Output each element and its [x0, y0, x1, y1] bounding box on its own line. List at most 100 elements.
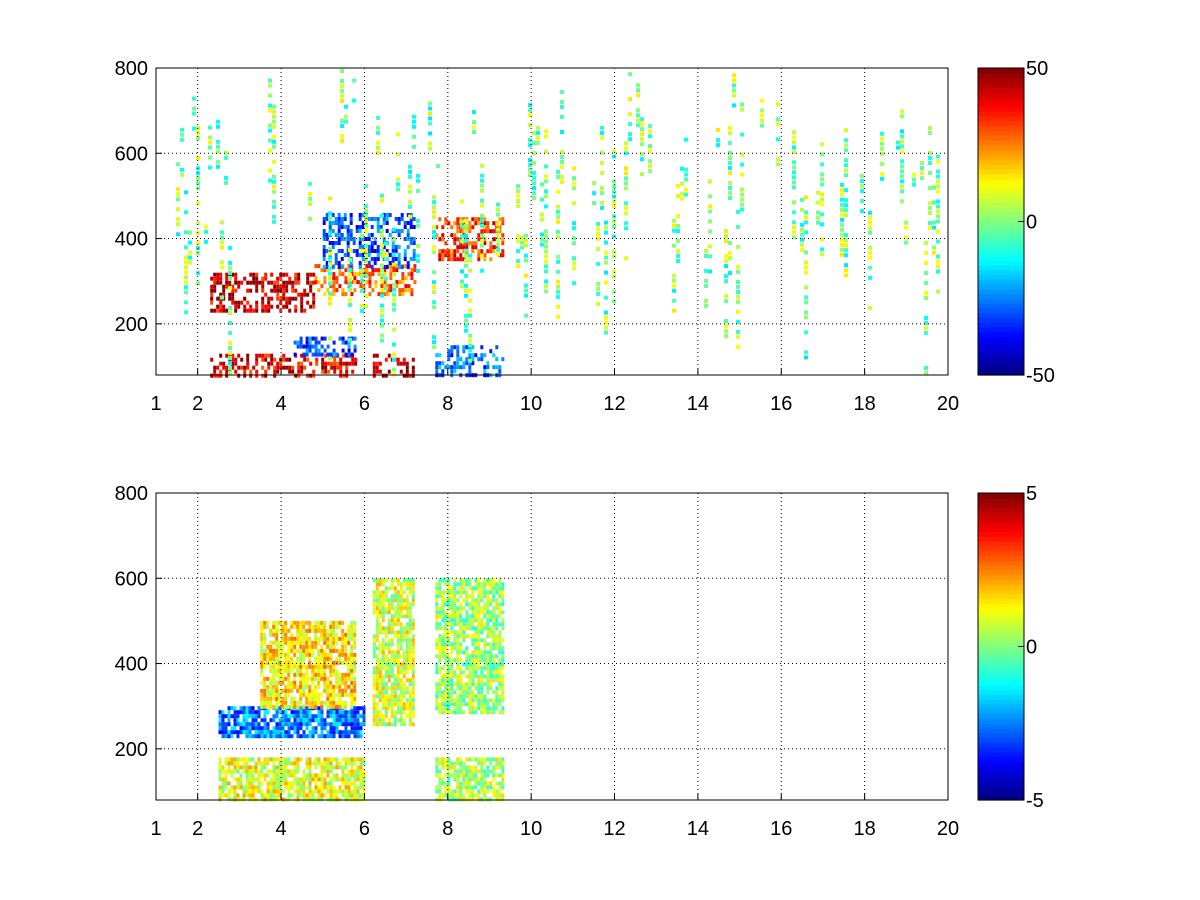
heatmap-cell — [227, 793, 231, 798]
heatmap-cell — [450, 797, 454, 802]
heatmap-cell — [381, 694, 385, 699]
heatmap-cell — [453, 614, 457, 619]
heatmap-cell — [468, 225, 472, 230]
heatmap-cell — [317, 684, 321, 689]
heatmap-cell — [269, 632, 273, 637]
heatmap-cell — [495, 765, 499, 770]
heatmap-cell — [269, 777, 273, 782]
heatmap-cell — [302, 773, 306, 778]
heatmap-cell — [447, 793, 451, 798]
heatmap-cell — [284, 797, 288, 802]
heatmap-cell — [375, 582, 379, 587]
heatmap-cell — [332, 710, 336, 715]
heatmap-cell — [392, 268, 396, 273]
heatmap-cell — [820, 197, 824, 202]
heatmap-cell — [397, 253, 401, 257]
heatmap-cell — [495, 793, 499, 798]
heatmap-cell — [501, 618, 505, 623]
heatmap-cell — [447, 769, 451, 774]
heatmap-cell — [251, 714, 255, 719]
heatmap-cell — [257, 757, 261, 762]
heatmap-cell — [353, 668, 357, 673]
heatmap-cell — [444, 686, 448, 691]
heatmap-cell — [596, 261, 600, 266]
heatmap-cell — [792, 145, 796, 150]
heatmap-cell — [800, 242, 804, 247]
heatmap-cell — [326, 660, 330, 665]
heatmap-cell — [296, 620, 300, 625]
heatmap-cell — [378, 698, 382, 703]
heatmap-cell — [328, 231, 332, 236]
heatmap-cell — [920, 161, 924, 166]
heatmap-cell — [428, 116, 432, 121]
heatmap-cell — [556, 234, 560, 239]
heatmap-cell — [344, 632, 348, 637]
heatmap-cell — [465, 245, 469, 250]
heatmap-cell — [444, 253, 448, 258]
heatmap-cell — [438, 353, 442, 358]
heatmap-cell — [356, 280, 360, 285]
heatmap-cell — [297, 373, 301, 378]
y-tick-label: 800 — [115, 483, 148, 505]
heatmap-cell — [328, 291, 332, 296]
heatmap-cell — [459, 670, 463, 675]
heatmap-cell — [624, 221, 628, 226]
heatmap-cell — [222, 288, 226, 293]
heatmap-cell — [447, 785, 451, 790]
heatmap-cell — [393, 606, 397, 611]
heatmap-cell — [604, 315, 608, 320]
heatmap-cell — [246, 288, 250, 293]
heatmap-cell — [447, 614, 451, 619]
heatmap-cell — [480, 769, 484, 774]
heatmap-cell — [447, 582, 451, 587]
heatmap-cell — [924, 241, 928, 245]
heatmap-cell — [296, 672, 300, 677]
heatmap-cell — [344, 340, 348, 345]
heatmap-cell — [471, 618, 475, 623]
heatmap-cell — [311, 734, 315, 739]
heatmap-cell — [390, 622, 394, 627]
heatmap-cell — [272, 692, 276, 697]
heatmap-cell — [176, 187, 180, 192]
heatmap-cell — [444, 765, 448, 770]
heatmap-cell — [498, 642, 502, 647]
heatmap-cell — [230, 773, 234, 778]
heatmap-cell — [486, 630, 490, 635]
heatmap-cell — [462, 710, 466, 715]
heatmap-cell — [340, 134, 344, 138]
heatmap-cell — [489, 598, 493, 603]
heatmap-cell — [435, 769, 439, 774]
heatmap-cell — [724, 274, 728, 279]
heatmap-cell — [221, 710, 225, 715]
heatmap-cell — [268, 123, 272, 128]
heatmap-cell — [255, 308, 259, 313]
heatmap-cell — [483, 602, 487, 607]
heatmap-cell — [346, 233, 350, 237]
colorbar-band — [978, 307, 1024, 314]
heatmap-cell — [281, 668, 285, 673]
heatmap-cell — [266, 761, 270, 766]
heatmap-cell — [222, 304, 226, 309]
heatmap-cell — [402, 718, 406, 723]
heatmap-cell — [285, 288, 289, 293]
heatmap-cell — [384, 357, 388, 362]
heatmap-cell — [338, 797, 342, 802]
heatmap-cell — [447, 590, 451, 595]
heatmap-cell — [444, 757, 448, 762]
heatmap-cell — [233, 769, 237, 774]
heatmap-cell — [287, 797, 291, 802]
heatmap-cell — [438, 781, 442, 786]
heatmap-cell — [299, 700, 303, 705]
heatmap-cell — [444, 682, 448, 687]
heatmap-cell — [936, 209, 940, 214]
heatmap-cell — [447, 702, 451, 707]
heatmap-cell — [228, 266, 232, 270]
heatmap-cell — [496, 237, 500, 242]
heatmap-cell — [384, 626, 388, 631]
heatmap-cell — [411, 373, 415, 378]
heatmap-cell — [337, 221, 341, 225]
heatmap-cell — [468, 710, 472, 715]
heatmap-cell — [260, 789, 264, 794]
heatmap-cell — [344, 640, 348, 645]
colorbar-band — [978, 747, 1024, 753]
